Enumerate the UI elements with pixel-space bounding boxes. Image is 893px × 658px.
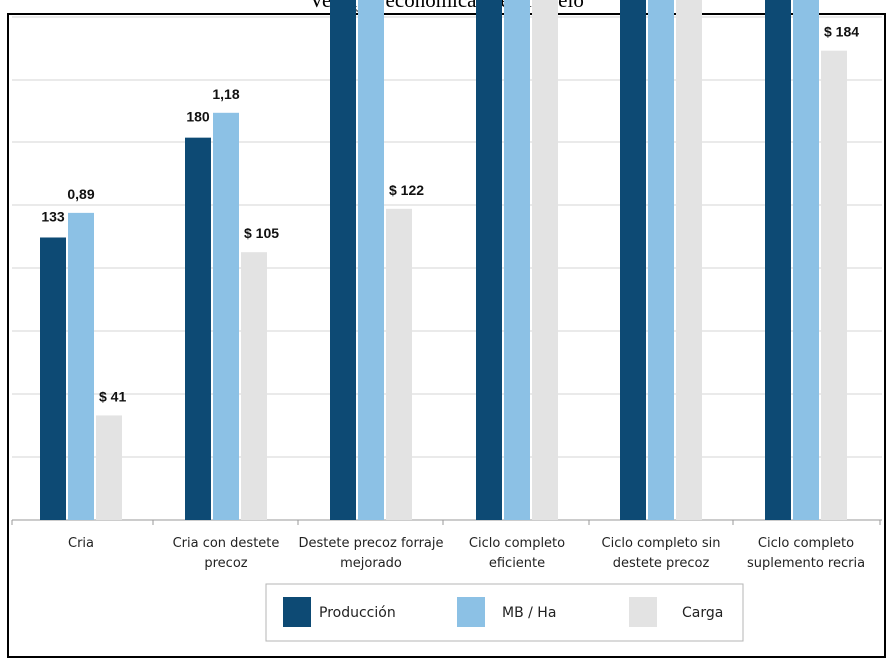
legend-swatch [457, 597, 485, 627]
data-label: $ 105 [244, 225, 279, 241]
legend-label: Producción [319, 605, 396, 621]
category-label: Cria con destete [173, 536, 280, 551]
bar-carga [241, 252, 267, 520]
bar-mb-ha [68, 212, 94, 521]
bar-mb-ha [358, 0, 384, 521]
data-label: $ 41 [99, 388, 126, 404]
data-label: $ 122 [389, 182, 424, 198]
bar-carga [386, 208, 412, 520]
bar-mb-ha [648, 0, 674, 521]
bar-producci-n [330, 0, 356, 521]
bar-producci-n [185, 137, 211, 520]
bar-mb-ha [213, 112, 239, 520]
category-label: Ciclo completo [758, 536, 854, 551]
data-label: 1,18 [212, 86, 239, 102]
bar-producci-n [765, 0, 791, 521]
legend-label: MB / Ha [502, 605, 556, 621]
bar-carga [676, 0, 702, 520]
category-label: Ciclo completo sin [602, 536, 721, 551]
category-label: destete precoz [613, 556, 710, 571]
legend [265, 583, 744, 642]
category-label: precoz [204, 556, 247, 571]
data-label: 133 [41, 208, 65, 224]
bar-carga [821, 50, 847, 520]
bar-producci-n [620, 0, 646, 520]
category-label: Cria [68, 536, 94, 551]
bar-mb-ha [504, 0, 530, 521]
category-label: mejorado [340, 556, 402, 571]
legend-swatch [629, 597, 657, 627]
category-label: suplemento recria [747, 556, 865, 571]
bar-mb-ha [793, 0, 819, 521]
category-label: eficiente [489, 556, 545, 571]
category-label: Ciclo completo [469, 536, 565, 551]
data-label: 0,89 [67, 186, 94, 202]
bar-producci-n [476, 0, 502, 520]
legend-label: Carga [682, 605, 723, 621]
bar-producci-n [40, 237, 66, 520]
data-label: 180 [186, 109, 210, 125]
bar-carga [96, 415, 122, 520]
data-label: $ 184 [824, 24, 859, 40]
bar-carga [532, 0, 558, 520]
category-label: Destete precoz forraje [298, 536, 443, 551]
legend-swatch [283, 597, 311, 627]
chart-frame [7, 13, 886, 658]
